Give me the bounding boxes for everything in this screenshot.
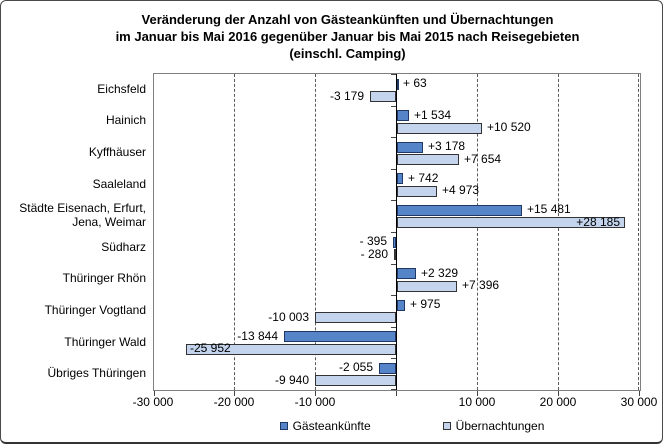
- x-axis-tick: [558, 391, 559, 396]
- category-axis-tick: [391, 327, 396, 328]
- bar-overnights: [397, 280, 457, 292]
- bar-arrivals: [397, 141, 423, 153]
- bar-overnights: [397, 122, 482, 134]
- bar-overnights: [397, 185, 437, 197]
- chart-title-line1: Veränderung der Anzahl von Gästeankünfte…: [141, 12, 554, 27]
- bar-value-label: + 975: [410, 297, 441, 312]
- legend-swatch-icon: [279, 422, 288, 430]
- legend-label: Gästeankünfte: [292, 419, 371, 433]
- plot-area: -30 000 -20 000 -10 000 10 000 20 000 30 000 +…: [133, 73, 657, 409]
- bar-value-label: -13 844: [237, 328, 278, 343]
- chart-title-line2: im Januar bis Mai 2016 gegenüber Januar …: [115, 29, 580, 44]
- bar-value-label: - 395: [359, 234, 387, 248]
- category-axis-tick: [391, 232, 396, 233]
- legend-swatch-icon: [442, 422, 451, 430]
- bar-arrivals: [397, 173, 403, 185]
- chart-title-line3: (einschl. Camping): [289, 46, 406, 61]
- category-label: Saaleland: [92, 176, 146, 191]
- bar-value-label: +3 178: [428, 139, 466, 154]
- bar-value-label: - 280: [360, 246, 388, 261]
- chart-title: Veränderung der Anzahl von Gästeankünfte…: [31, 11, 662, 62]
- bar-value-label: -9 940: [274, 372, 309, 387]
- x-tick-label: 30 000: [620, 395, 658, 409]
- bar-arrivals: [397, 299, 405, 311]
- bar-overnights: [315, 375, 396, 387]
- category-axis-tick: [391, 106, 396, 107]
- x-tick-label: 10 000: [458, 395, 496, 409]
- category-axis-tick: [391, 389, 396, 390]
- category-axis-tick: [391, 74, 396, 75]
- x-tick-label: -10 000: [294, 395, 336, 409]
- bar-arrivals: [393, 236, 396, 248]
- x-tick-label: -30 000: [132, 395, 174, 409]
- bar-overnights: [394, 249, 396, 260]
- gridline: [477, 74, 478, 390]
- bar-value-label: + 63: [403, 76, 427, 90]
- bar-overnights: [186, 343, 396, 355]
- category-label: Thüringer Wald: [64, 334, 146, 349]
- x-tick-label: 20 000: [539, 395, 577, 409]
- bar-overnights: [370, 91, 396, 102]
- bar-arrivals: [397, 78, 399, 90]
- category-axis-tick: [391, 358, 396, 359]
- bar-value-label: +10 520: [487, 120, 531, 135]
- bar-value-label: +15 481: [527, 202, 571, 217]
- bar-value-label: +7 654: [464, 151, 502, 166]
- bar-overnights: [315, 312, 396, 324]
- x-axis-tick: [234, 391, 235, 396]
- category-axis-labels: Eichsfeld Hainich Kyffhäuser Saaleland Städt…: [1, 73, 146, 389]
- bar-overnights: [397, 154, 459, 166]
- bar-overnights: [397, 217, 625, 229]
- category-axis-tick: [391, 169, 396, 170]
- x-tick-label: -20 000: [213, 395, 255, 409]
- legend-item: Gästeankünfte: [279, 419, 371, 433]
- bar-value-label: +4 973: [442, 183, 480, 198]
- bar-value-label: + 742: [408, 170, 439, 185]
- bar-arrivals: [397, 110, 409, 122]
- bar-arrivals: [397, 204, 522, 216]
- category-label: Thüringer Rhön: [62, 271, 146, 286]
- bar-value-label: -25 952: [190, 341, 231, 356]
- bar-value-label: +2 329: [421, 265, 459, 280]
- category-label: Übriges Thüringen: [47, 366, 146, 381]
- bar-value-label: +28 185: [576, 214, 620, 229]
- gridline: [315, 74, 316, 390]
- bar-value-label: +7 396: [462, 278, 500, 293]
- bar-arrivals: [397, 268, 416, 280]
- category-label: Städte Eisenach, Erfurt, Jena, Weimar: [19, 201, 146, 230]
- bar-value-label: +1 534: [414, 107, 452, 122]
- bar-arrivals: [284, 331, 396, 343]
- category-axis-tick: [391, 264, 396, 265]
- gridline: [558, 74, 559, 390]
- category-axis-tick: [391, 137, 396, 138]
- x-axis-tick: [396, 391, 397, 396]
- bar-value-label: -2 055: [338, 360, 373, 375]
- gridline: [638, 74, 639, 390]
- category-axis-line: [396, 74, 397, 390]
- x-axis-tick: [315, 391, 316, 396]
- legend: Gästeankünfte Übernachtungen: [169, 418, 655, 434]
- bar-arrivals: [379, 362, 396, 374]
- category-label: Eichsfeld: [97, 81, 146, 96]
- gridline: [234, 74, 235, 390]
- category-axis-tick: [391, 295, 396, 296]
- x-axis-tick: [639, 391, 640, 396]
- x-axis-tick: [477, 391, 478, 396]
- bar-value-label: -3 179: [329, 88, 364, 103]
- category-axis-tick: [391, 200, 396, 201]
- bar-value-label: -10 003: [268, 309, 309, 324]
- category-label: Südharz: [101, 239, 146, 254]
- legend-item: Übernachtungen: [442, 419, 545, 433]
- category-label: Kyffhäuser: [88, 144, 146, 159]
- category-label: Hainich: [105, 113, 146, 128]
- category-label: Thüringer Vogtland: [44, 302, 146, 317]
- x-axis-tick: [154, 391, 155, 396]
- legend-label: Übernachtungen: [455, 419, 545, 433]
